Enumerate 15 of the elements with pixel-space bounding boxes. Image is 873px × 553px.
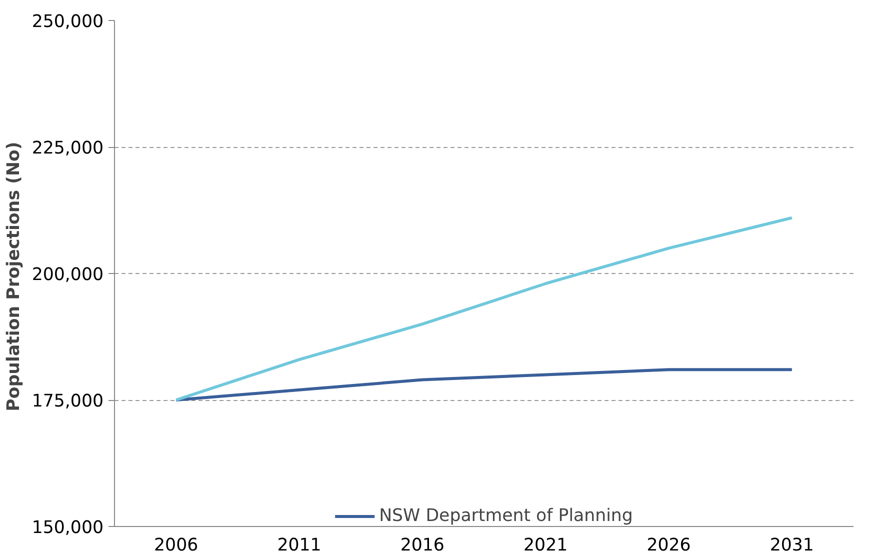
y-tick-label: 200,000 (32, 265, 104, 285)
y-tick-label: 150,000 (32, 518, 104, 538)
y-tick-label: 175,000 (32, 392, 104, 412)
x-tick-label: 2026 (646, 536, 691, 553)
line-series (174, 368, 794, 402)
y-tick-label: 250,000 (32, 12, 104, 32)
x-tick-label: 2011 (277, 536, 322, 553)
y-tick-label: 225,000 (32, 138, 104, 158)
x-tick-label: 2016 (400, 536, 444, 553)
y-axis-title: Population Projections (No) (4, 142, 24, 412)
line-series (174, 216, 794, 402)
x-tick-label: 2021 (524, 536, 568, 553)
x-tick-label: 2031 (770, 536, 814, 553)
legend-label: NSW Department of Planning (379, 506, 633, 526)
x-tick-label: 2006 (154, 536, 198, 553)
